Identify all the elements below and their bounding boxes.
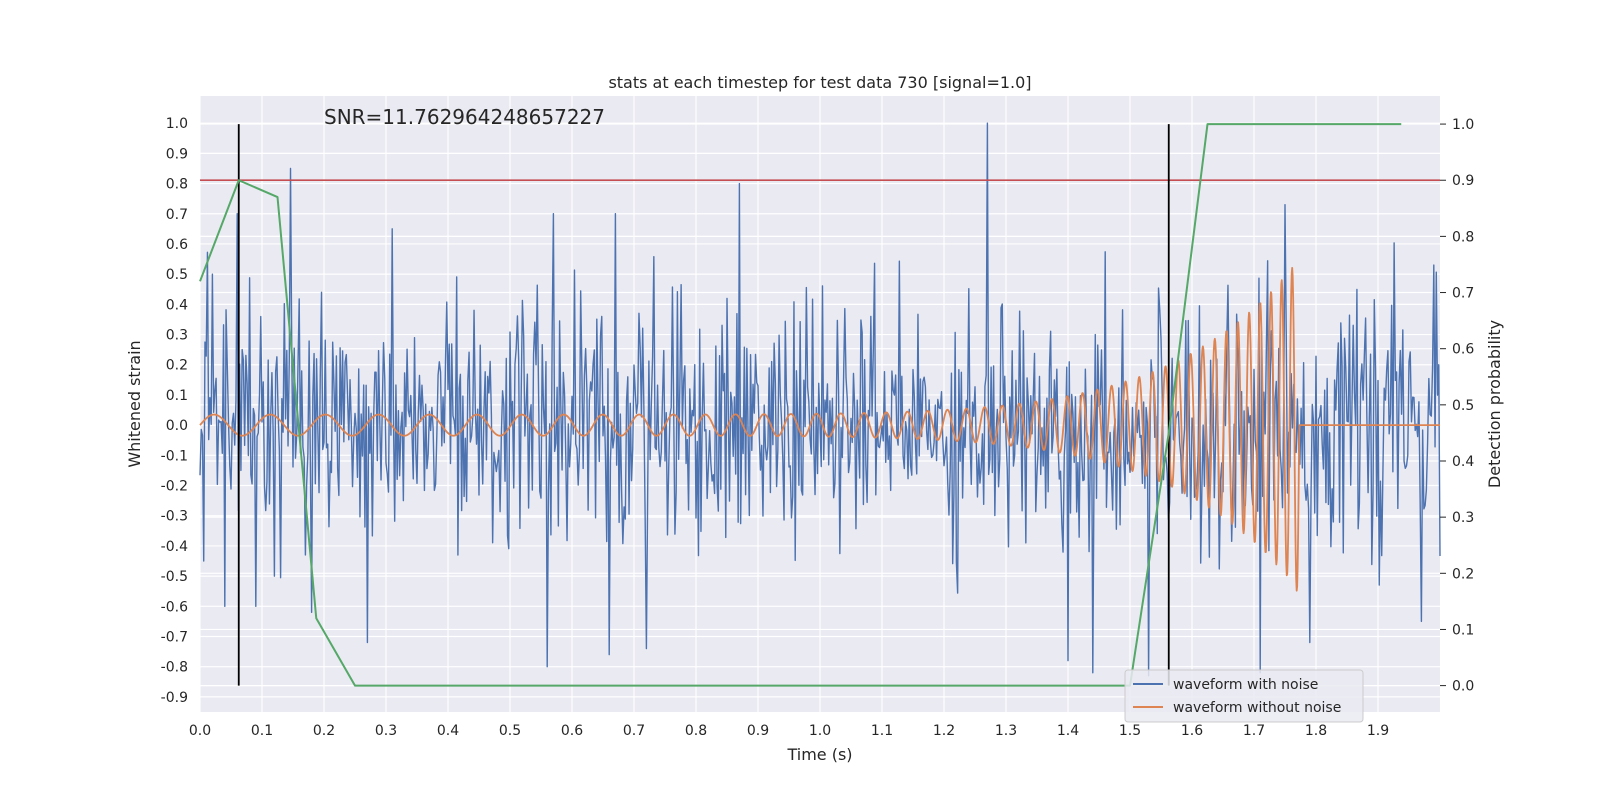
y-tick-label: -0.9 xyxy=(161,690,188,706)
x-tick-label: 0.8 xyxy=(685,723,707,739)
x-tick-label: 1.0 xyxy=(809,723,831,739)
chart-title: stats at each timestep for test data 730… xyxy=(608,73,1031,92)
x-tick-label: 1.1 xyxy=(871,723,893,739)
x-tick-label: 0.0 xyxy=(189,723,211,739)
y-tick-label: 0.0 xyxy=(166,418,188,434)
clean-series-layer xyxy=(199,266,1441,592)
y-tick-label: 0.1 xyxy=(166,388,188,404)
legend-label-noise: waveform with noise xyxy=(1173,677,1318,693)
y-tick-label: -0.5 xyxy=(161,569,188,585)
y-tick-label: -0.8 xyxy=(161,660,188,676)
snr-annotation: SNR=11.762964248657227 xyxy=(324,105,605,129)
x-tick-label: 0.1 xyxy=(251,723,273,739)
y2-tick-label: 0.6 xyxy=(1452,342,1474,358)
y-axis-label: Whitened strain xyxy=(125,340,144,467)
legend: waveform with noise waveform without noi… xyxy=(1124,669,1364,723)
x-tick-label: 0.2 xyxy=(313,723,335,739)
y-tick-label: -0.6 xyxy=(161,599,188,615)
y-tick-label: 1.0 xyxy=(166,116,188,132)
x-tick-label: 1.3 xyxy=(995,723,1017,739)
y2-tick-label: 0.7 xyxy=(1452,286,1474,302)
y2-tick-label: 0.3 xyxy=(1452,510,1474,526)
y-tick-label: 0.9 xyxy=(166,146,188,162)
x-tick-label: 1.5 xyxy=(1119,723,1141,739)
y-tick-label: 0.3 xyxy=(166,328,188,344)
y-tick-label: -0.2 xyxy=(161,479,188,495)
legend-box xyxy=(1124,669,1364,723)
y2-tick-label: 0.1 xyxy=(1452,622,1474,638)
y-tick-label: -0.1 xyxy=(161,448,188,464)
y-tick-label: 0.5 xyxy=(166,267,188,283)
x-tick-label: 1.9 xyxy=(1367,723,1389,739)
y-tick-label: 0.2 xyxy=(166,358,188,374)
x-tick-label: 0.9 xyxy=(747,723,769,739)
tick-labels: 0.0 0.1 0.2 0.3 0.4 0.5 0.6 0.7 0.8 0.9 1.0 1.1 1.2 1… xyxy=(161,116,1475,739)
x-tick-label: 1.4 xyxy=(1057,723,1079,739)
y-tick-label: 0.6 xyxy=(166,237,188,253)
y2-tick-label: 0.9 xyxy=(1452,173,1474,189)
y-tick-label: 0.7 xyxy=(166,207,188,223)
y-tick-label: -0.7 xyxy=(161,630,188,646)
x-tick-label: 0.5 xyxy=(499,723,521,739)
reference-lines-layer xyxy=(200,124,1440,686)
x-tick-label: 0.7 xyxy=(623,723,645,739)
series-line-waveform-without-noise xyxy=(199,266,1441,592)
y2-tick-label: 0.2 xyxy=(1452,566,1474,582)
noise-series-layer xyxy=(199,122,1441,677)
y-tick-label: 0.4 xyxy=(166,297,188,313)
y-tick-label: 0.8 xyxy=(166,177,188,193)
legend-label-clean: waveform without noise xyxy=(1173,700,1341,716)
y2-tick-label: 1.0 xyxy=(1452,117,1474,133)
x-tick-label: 0.6 xyxy=(561,723,583,739)
x-tick-label: 1.2 xyxy=(933,723,955,739)
series-line-waveform-with-noise xyxy=(199,122,1441,677)
y2-tick-label: 0.0 xyxy=(1452,679,1474,695)
y2-axis-label: Detection probability xyxy=(1485,320,1504,488)
y2-tick-label: 0.8 xyxy=(1452,229,1474,245)
x-axis-label: Time (s) xyxy=(786,745,852,764)
x-tick-label: 1.8 xyxy=(1305,723,1327,739)
series-line-detection-probability xyxy=(199,123,1402,687)
x-tick-label: 1.7 xyxy=(1243,723,1265,739)
y2-tick-label: 0.5 xyxy=(1452,398,1474,414)
x-tick-label: 0.3 xyxy=(375,723,397,739)
y-tick-label: -0.4 xyxy=(161,539,188,555)
probability-series-layer xyxy=(199,123,1402,687)
y-tick-label: -0.3 xyxy=(161,509,188,525)
y2-tick-label: 0.4 xyxy=(1452,454,1474,470)
x-tick-label: 1.6 xyxy=(1181,723,1203,739)
x-tick-label: 0.4 xyxy=(437,723,459,739)
